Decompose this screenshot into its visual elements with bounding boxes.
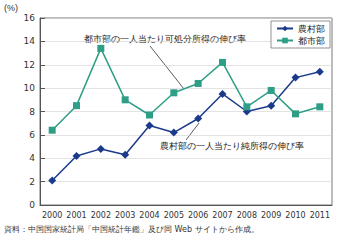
svg-text:農村部の一人当たり純所得の伸び率: 農村部の一人当たり純所得の伸び率: [160, 141, 304, 151]
svg-text:0: 0: [29, 200, 35, 210]
svg-text:2: 2: [29, 177, 35, 187]
svg-text:14: 14: [24, 36, 36, 46]
svg-text:(%): (%): [4, 3, 18, 13]
svg-text:10: 10: [24, 83, 36, 93]
svg-text:2001: 2001: [66, 211, 86, 220]
svg-text:2003: 2003: [115, 211, 135, 220]
svg-text:2009: 2009: [261, 211, 281, 220]
svg-text:2000: 2000: [42, 211, 62, 220]
svg-text:2006: 2006: [188, 211, 208, 220]
svg-text:2011: 2011: [310, 211, 330, 220]
svg-text:2008: 2008: [237, 211, 257, 220]
svg-text:2004: 2004: [139, 211, 159, 220]
svg-text:2002: 2002: [91, 211, 111, 220]
svg-text:6: 6: [29, 130, 35, 140]
svg-text:都市部: 都市部: [298, 36, 325, 46]
svg-text:2007: 2007: [212, 211, 232, 220]
svg-text:8: 8: [29, 107, 35, 117]
svg-text:16: 16: [24, 13, 36, 23]
svg-text:12: 12: [24, 60, 35, 70]
svg-text:2005: 2005: [164, 211, 184, 220]
svg-text:2010: 2010: [285, 211, 305, 220]
svg-text:都市部の一人当たり可処分所得の伸び率: 都市部の一人当たり可処分所得の伸び率: [84, 34, 246, 44]
svg-text:4: 4: [29, 153, 35, 163]
svg-text:農村部: 農村部: [298, 24, 325, 34]
svg-text:資料：中国国家統計局「中国統計年鑑」及び同 Web サイトか: 資料：中国国家統計局「中国統計年鑑」及び同 Web サイトから作成。: [4, 225, 259, 234]
